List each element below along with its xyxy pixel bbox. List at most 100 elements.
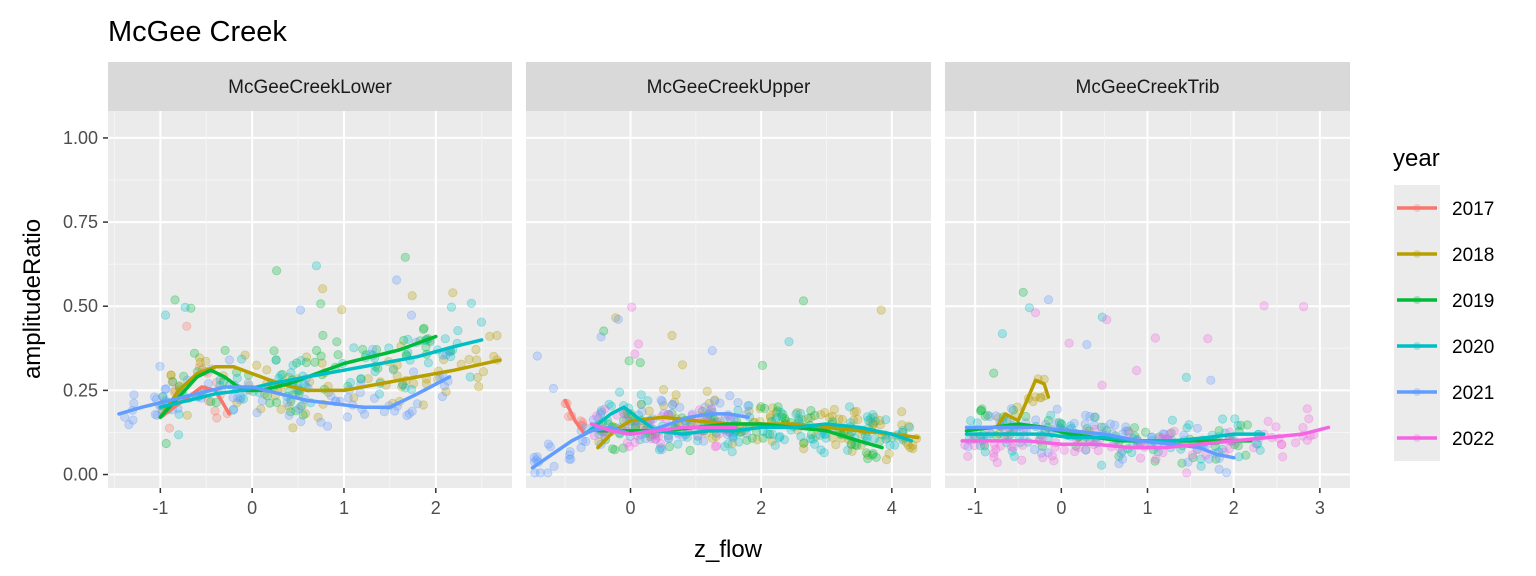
y-tick-label: 0.00	[63, 465, 98, 485]
x-tick-label: -1	[152, 498, 168, 518]
data-point-2020	[1182, 423, 1192, 433]
data-point-2018	[834, 414, 844, 424]
data-point-2018	[240, 350, 250, 360]
data-point-2021	[564, 454, 574, 464]
data-point-2021	[408, 367, 419, 377]
data-point-2018	[853, 414, 863, 425]
data-point-2022	[1030, 308, 1041, 318]
data-point-2020	[1009, 451, 1019, 461]
data-point-2021	[596, 332, 606, 342]
data-point-2021	[296, 416, 306, 427]
data-point-2018	[448, 288, 458, 298]
data-point-2022	[1049, 456, 1059, 466]
data-point-2022	[1151, 454, 1161, 464]
smooth-line-2020	[583, 405, 914, 443]
data-point-2021	[128, 415, 138, 425]
data-point-2021	[161, 384, 171, 394]
data-point-2020	[236, 392, 246, 403]
data-point-2019	[1054, 417, 1064, 428]
data-point-2018	[195, 357, 205, 368]
data-point-2018	[755, 404, 765, 414]
data-point-2020	[774, 432, 784, 443]
data-point-2018	[276, 404, 286, 414]
data-point-2018	[297, 400, 307, 411]
data-point-2022	[991, 444, 1001, 454]
data-point-2021	[1051, 418, 1062, 428]
data-point-2020	[643, 396, 653, 406]
y-tick-label: 0.25	[63, 380, 98, 400]
data-point-2021	[235, 395, 245, 405]
data-point-2021	[728, 433, 738, 443]
data-point-2020	[966, 416, 976, 426]
smooth-line-2018	[994, 378, 1051, 430]
data-point-2019	[318, 330, 328, 340]
data-point-2018	[182, 410, 192, 420]
data-point-2020	[286, 368, 296, 378]
data-point-2020	[744, 400, 754, 411]
smooth-line-2021	[117, 375, 452, 416]
data-point-2019	[265, 398, 275, 408]
data-point-2021	[1036, 448, 1047, 458]
legend-label-2017: 2017	[1452, 199, 1494, 220]
data-point-2021	[316, 417, 326, 427]
legend-key-point-2022	[1413, 434, 1421, 442]
data-point-2018	[771, 408, 781, 418]
data-point-2019	[977, 404, 987, 414]
data-point-2019	[989, 368, 999, 378]
x-tick-label: 4	[887, 498, 897, 518]
data-point-2018	[201, 356, 211, 366]
data-point-2021	[613, 314, 623, 324]
data-point-2018	[1031, 392, 1041, 402]
smooth-line-2022	[589, 422, 737, 436]
data-point-2020	[636, 399, 647, 409]
data-point-2022	[1124, 428, 1135, 438]
data-point-2019	[1141, 427, 1151, 437]
data-point-2022	[622, 438, 633, 448]
data-point-2020	[728, 432, 738, 442]
data-point-2020	[805, 434, 816, 444]
data-point-2019	[983, 410, 993, 420]
data-point-2017	[212, 413, 222, 423]
data-point-2022	[1302, 435, 1313, 445]
data-point-2021	[406, 310, 417, 320]
data-point-2019	[757, 360, 768, 370]
data-point-2021	[1158, 429, 1168, 439]
smooth-line-2020	[158, 338, 484, 409]
data-point-2021	[535, 468, 546, 478]
data-point-2018	[837, 414, 848, 425]
data-point-2018	[284, 401, 294, 411]
data-point-2020	[795, 408, 806, 418]
data-point-2018	[464, 354, 474, 364]
data-point-2020	[810, 439, 820, 449]
data-point-2019	[316, 351, 326, 361]
data-point-2021	[1006, 403, 1017, 414]
data-point-2018	[816, 410, 826, 420]
data-point-2018	[300, 408, 310, 419]
data-point-2022	[1017, 455, 1027, 465]
data-point-2021	[284, 410, 294, 420]
data-point-2019	[861, 448, 872, 458]
data-point-2018	[1028, 396, 1038, 407]
data-point-2021	[733, 397, 743, 408]
data-point-2018	[262, 365, 272, 375]
data-point-2020	[1217, 444, 1228, 454]
data-point-2021	[640, 434, 651, 444]
data-point-2018	[865, 417, 876, 427]
data-point-2022	[1132, 365, 1142, 376]
data-point-2022	[655, 438, 666, 449]
data-point-2018	[908, 443, 918, 454]
data-point-2019	[206, 396, 216, 407]
data-point-2021	[391, 275, 402, 285]
data-point-2018	[905, 443, 915, 453]
data-point-2022	[1276, 439, 1287, 449]
data-point-2020	[1233, 421, 1243, 431]
data-point-2020	[733, 405, 743, 415]
data-point-2019	[419, 323, 429, 333]
legend-key-point-2017	[1413, 204, 1421, 212]
data-point-2020	[276, 370, 286, 380]
data-point-2022	[1169, 426, 1179, 436]
data-point-2022	[1070, 446, 1080, 457]
data-point-2022	[1059, 445, 1069, 455]
data-point-2018	[897, 420, 907, 430]
data-point-2018	[301, 352, 312, 362]
